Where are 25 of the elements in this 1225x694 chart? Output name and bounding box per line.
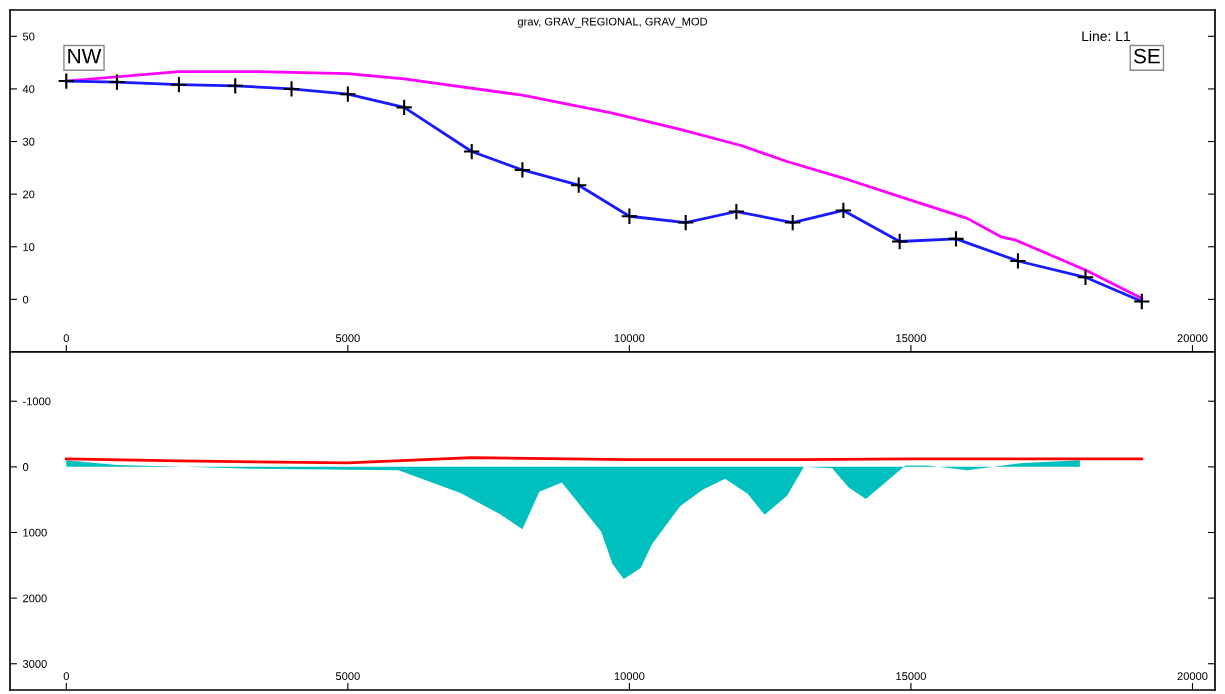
x-tick-label: 20000 [1177,672,1208,681]
x-tick-label: 10000 [614,672,645,681]
y-tick-label: 1000 [23,528,47,537]
x-tick-label: 5000 [335,334,360,343]
text: grav, GRAV_REGIONAL, GRAV_MOD [517,17,708,28]
y-tick-label: 10 [23,243,35,251]
y-tick-label: 2000 [23,594,47,603]
y-tick-label: 40 [22,85,35,94]
annotation: Line: L1 [1082,30,1130,42]
annotation: NW [68,48,102,64]
y-tick-label: 3000 [22,660,47,668]
annotation: SE [1133,48,1160,64]
y-tick-label: 50 [22,32,35,41]
y-tick-label: 20 [23,190,35,199]
x-tick-label: 5000 [335,672,360,681]
x-tick-label: 15000 [896,334,926,343]
x-tick-label: 0 [63,334,69,343]
x-tick-label: 20000 [1177,334,1208,343]
y-tick-label: 0 [22,295,29,304]
x-tick-label: 10000 [614,334,645,343]
x-tick-label: 0 [63,672,69,681]
y-tick-label: -1000 [22,397,51,406]
x-tick-label: 15000 [896,672,926,681]
y-tick-label: 30 [22,137,35,146]
y-tick-label: 0 [22,463,29,471]
